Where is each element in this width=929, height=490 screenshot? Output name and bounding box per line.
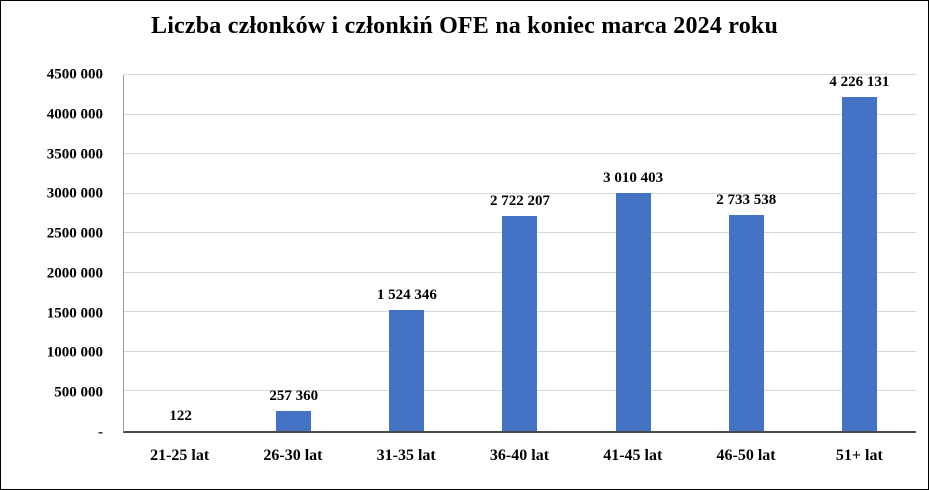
x-tick-label: 41-45 lat (603, 447, 663, 464)
bar (728, 214, 764, 431)
bar-value-label: 2 722 207 (489, 192, 550, 209)
bar-value-label: 257 360 (269, 387, 319, 404)
y-tick-label: 500 000 (54, 384, 103, 401)
x-tick-label: 51+ lat (835, 447, 883, 464)
x-tick-label: 26-30 lat (263, 447, 323, 464)
y-tick-label: 4000 000 (46, 106, 103, 123)
bar-slot-21-25-lat: 122 (124, 75, 237, 431)
bar-value-label: 4 226 131 (829, 73, 890, 90)
bar-slot-26-30-lat: 257 360 (237, 75, 350, 431)
bar-slot-31-35-lat: 1 524 346 (350, 75, 463, 431)
x-tick-label: 21-25 lat (150, 447, 210, 464)
x-axis: 21-25 lat 26-30 lat 31-35 lat 36-40 lat 41-4… (123, 447, 916, 473)
y-tick-label: - (98, 424, 103, 441)
gridline (124, 192, 916, 194)
bar-value-label: 1 524 346 (376, 287, 437, 304)
bars-container: 122 257 360 1 524 346 2 722 207 3 010 403 2 7… (124, 73, 916, 431)
bar-value-label: 3 010 403 (603, 169, 664, 186)
bar (841, 96, 877, 431)
plot-area: 122 257 360 1 524 346 2 722 207 3 010 403 2 7… (123, 73, 916, 433)
gridline (124, 153, 916, 155)
bar-slot-36-40-lat: 2 722 207 (463, 75, 576, 431)
bar (502, 215, 538, 431)
x-tick-label: 31-35 lat (376, 447, 436, 464)
bar-slot-51plus-lat: 4 226 131 (803, 73, 916, 431)
bar-slot-41-45-lat: 3 010 403 (577, 75, 690, 431)
y-axis: - 500 000 1000 000 1500 000 2000 000 2500 000… (1, 67, 113, 441)
y-tick-label: 1000 000 (46, 344, 103, 361)
y-tick-label: 4500 000 (46, 66, 103, 83)
gridline (124, 74, 916, 75)
bar-slot-46-50-lat: 2 733 538 (690, 75, 803, 431)
bar (389, 310, 425, 431)
y-tick-label: 3500 000 (46, 146, 103, 163)
bar (276, 410, 312, 431)
bar-value-label: 2 733 538 (716, 191, 777, 208)
y-tick-label: 2000 000 (46, 265, 103, 282)
y-tick-label: 2500 000 (46, 225, 103, 242)
y-tick-label: 3000 000 (46, 185, 103, 202)
bar (615, 192, 651, 431)
chart-title: Liczba członków i członkiń OFE na koniec… (150, 13, 778, 39)
y-tick-label: 1500 000 (46, 305, 103, 322)
x-tick-label: 46-50 lat (716, 447, 776, 464)
bar-value-label: 122 (169, 408, 192, 424)
gridline (124, 113, 916, 115)
x-tick-label: 36-40 lat (489, 447, 550, 464)
